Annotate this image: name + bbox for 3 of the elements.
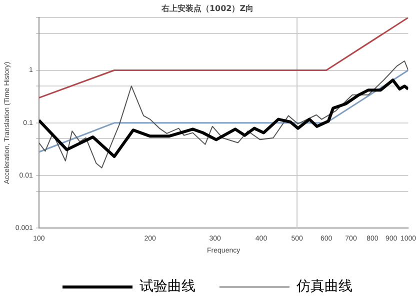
- legend-label: 仿真曲线: [296, 278, 352, 295]
- legend-label: 试验曲线: [140, 278, 196, 295]
- chart-title: 右上安装点（1002）Z向: [160, 2, 254, 13]
